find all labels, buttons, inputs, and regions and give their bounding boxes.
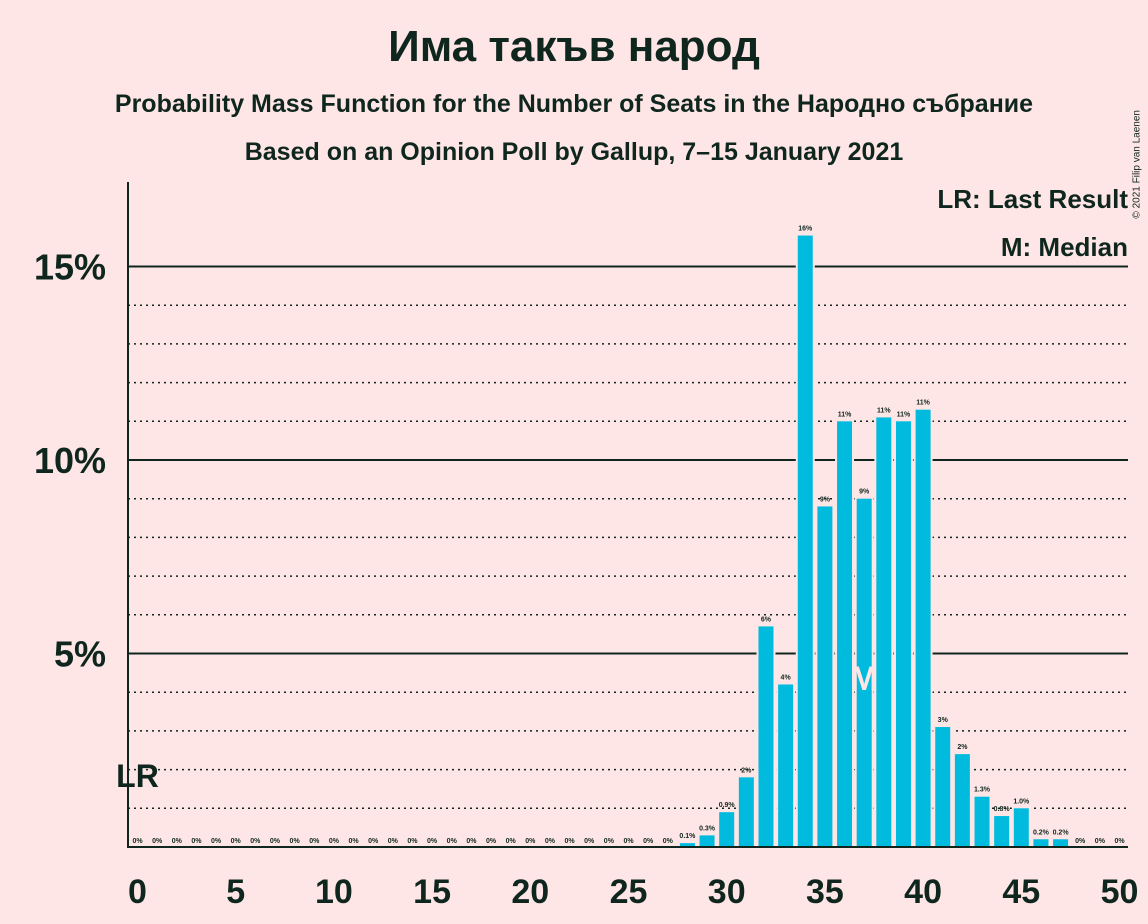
bar-value-label: 0% — [329, 838, 340, 845]
bar-value-label: 0% — [1095, 838, 1106, 845]
bar-value-label: 2% — [741, 767, 752, 774]
bar-value-label: 0% — [152, 838, 163, 845]
x-tick-label: 30 — [708, 873, 746, 911]
legend-median: M: Median — [1000, 232, 1128, 262]
bar-value-label: 0.2% — [1033, 829, 1050, 836]
x-tick-label: 20 — [511, 873, 549, 911]
chart-source: Based on an Opinion Poll by Gallup, 7–15… — [244, 138, 904, 166]
x-tick-label: 25 — [610, 873, 648, 911]
bar-value-label: 0% — [388, 838, 399, 845]
bar-value-label: 0% — [368, 838, 379, 845]
bar-value-label: 0.2% — [1053, 829, 1070, 836]
bar-value-label: 0% — [525, 838, 536, 845]
bar-value-label: 0% — [172, 838, 183, 845]
bar-value-label: 0.3% — [699, 825, 716, 832]
x-tick-label: 15 — [413, 873, 451, 911]
x-tick-label: 35 — [806, 873, 844, 911]
bar — [895, 421, 911, 847]
bar-value-label: 0% — [270, 838, 281, 845]
chart-title: Има такъв народ — [388, 22, 760, 71]
bar — [1053, 839, 1069, 847]
median-marker: M — [850, 660, 878, 698]
bar-value-label: 0% — [1114, 838, 1125, 845]
bar-value-label: 1.3% — [974, 787, 991, 794]
bar-value-label: 0% — [250, 838, 261, 845]
bar-value-label: 11% — [897, 411, 911, 418]
bar-value-label: 0% — [447, 838, 458, 845]
chart-subtitle: Probability Mass Function for the Number… — [114, 90, 1034, 118]
bar-value-label: 0% — [466, 838, 477, 845]
bar-value-label: 0% — [604, 838, 615, 845]
bar-value-label: 11% — [877, 407, 891, 414]
bar — [994, 816, 1010, 847]
bar — [758, 626, 774, 847]
y-tick-label: 5% — [54, 634, 106, 675]
bar-value-label: 0% — [623, 838, 634, 845]
bar-value-label: 4% — [781, 674, 792, 681]
bar-value-label: 0.9% — [719, 802, 736, 809]
bar — [915, 409, 931, 847]
x-tick-label: 10 — [315, 873, 353, 911]
bar-value-label: 6% — [761, 616, 772, 623]
bar — [719, 812, 735, 847]
bar-value-label: 1.0% — [1013, 798, 1030, 805]
y-tick-label: 10% — [34, 440, 106, 481]
bar-value-label: 0% — [348, 838, 359, 845]
bar — [954, 754, 970, 847]
bar-value-label: 0% — [407, 838, 418, 845]
bar-value-label: 0% — [545, 838, 556, 845]
x-tick-label: 40 — [904, 873, 942, 911]
bar-value-label: 0% — [506, 838, 517, 845]
bar-value-label: 0.1% — [679, 833, 696, 840]
bar-value-label: 0% — [309, 838, 320, 845]
bar — [699, 835, 715, 847]
bar-value-label: 0% — [231, 838, 242, 845]
bar-value-label: 9% — [859, 489, 870, 496]
x-tick-label: 45 — [1002, 873, 1040, 911]
bar-value-label: 2% — [957, 744, 968, 751]
legend-last-result: LR: Last Result — [937, 184, 1128, 214]
bar-value-label: 0% — [290, 838, 301, 845]
bar-value-label: 3% — [938, 717, 949, 724]
bar-value-label: 0% — [427, 838, 438, 845]
bar-value-label: 0% — [191, 838, 202, 845]
bar — [778, 684, 794, 847]
x-tick-label: 0 — [128, 873, 147, 911]
bar-value-label: 11% — [916, 400, 930, 407]
bar — [876, 417, 892, 847]
bar-value-label: 0% — [584, 838, 595, 845]
bar-value-label: 0% — [643, 838, 654, 845]
bar — [837, 421, 853, 847]
bar-value-label: 0% — [486, 838, 497, 845]
bar-value-label: 0% — [211, 838, 222, 845]
bar — [1033, 839, 1049, 847]
bar — [856, 498, 872, 847]
bar-value-label: 16% — [798, 226, 813, 233]
last-result-marker: LR — [116, 758, 159, 794]
x-tick-label: 50 — [1101, 873, 1139, 911]
bar-value-label: 0% — [663, 838, 674, 845]
bar — [738, 777, 754, 847]
bar-value-label: 0% — [1075, 838, 1086, 845]
bar-value-label: 0% — [565, 838, 576, 845]
bar-value-label: 0.8% — [994, 806, 1011, 813]
bar-value-label: 11% — [838, 411, 852, 418]
y-tick-label: 15% — [34, 247, 106, 288]
bar — [679, 843, 695, 847]
x-tick-label: 5 — [226, 873, 245, 911]
bar-value-label: 9% — [820, 496, 831, 503]
bar — [797, 235, 813, 848]
bar — [817, 506, 833, 847]
bar-value-label: 0% — [132, 838, 143, 845]
bar — [935, 727, 951, 847]
bar — [974, 796, 990, 847]
bar — [1013, 808, 1029, 847]
